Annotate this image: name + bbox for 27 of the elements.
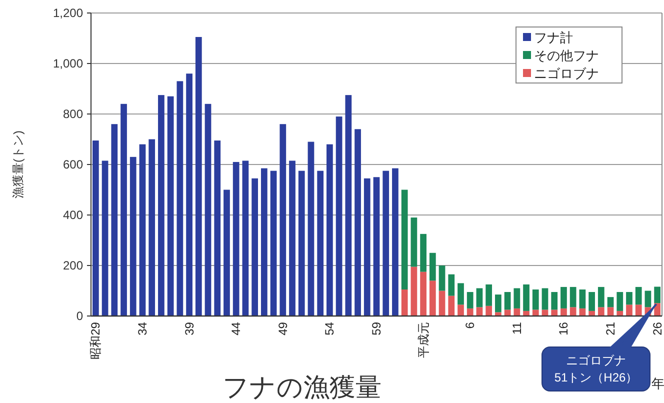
legend-label: フナ計	[534, 30, 573, 45]
x-tick-label: 平成元	[416, 322, 430, 358]
x-tick-label: 6	[463, 322, 478, 329]
x-tick-label: 11	[510, 322, 524, 334]
x-axis-title: 年	[652, 376, 664, 391]
annotation: ニゴロブナ 51トン（H26）	[554, 353, 638, 385]
x-tick-label: 16	[556, 322, 571, 336]
x-tick-label: 34	[135, 322, 150, 336]
y-tick-label: 1,200	[52, 6, 84, 20]
legend-label: ニゴロブナ	[534, 66, 599, 81]
y-axis-title: 漁獲量(トン)	[11, 130, 25, 198]
x-tick-label: 54	[322, 322, 337, 336]
text: フナの漁獲量	[222, 372, 382, 402]
legend-label: その他フナ	[534, 48, 599, 63]
y-tick-label: 600	[62, 158, 84, 172]
x-tick-label: 59	[370, 322, 384, 336]
x-tick-label: 49	[276, 322, 290, 336]
x-tick-label: 昭和29	[88, 322, 103, 360]
y-tick-label: 400	[62, 208, 84, 222]
x-tick-label: 21	[604, 322, 618, 336]
x-tick-label: 44	[229, 322, 244, 336]
x-tick-label: 26	[650, 322, 664, 336]
y-tick-label: 800	[62, 107, 84, 121]
y-tick-label: 200	[62, 258, 84, 272]
x-tick-label: 39	[182, 322, 196, 336]
y-tick-label: 0	[76, 309, 84, 323]
y-tick-label: 1,000	[52, 56, 84, 70]
